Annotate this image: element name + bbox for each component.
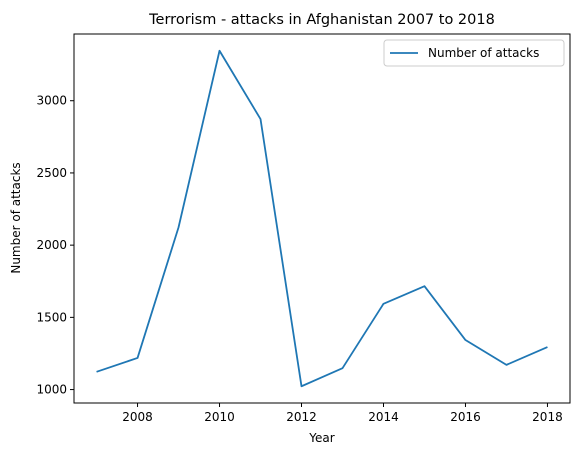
- x-tick-label: 2014: [368, 410, 399, 424]
- x-tick-label: 2016: [450, 410, 481, 424]
- y-axis-label: Number of attacks: [9, 162, 23, 273]
- legend-box: [383, 39, 565, 67]
- x-tick-label: 2012: [286, 410, 317, 424]
- x-tick-label: 2010: [204, 410, 235, 424]
- series-line-0: [96, 49, 548, 388]
- chart-title: Terrorism - attacks in Afghanistan 2007 …: [148, 12, 495, 28]
- x-axis-label: Year: [308, 431, 334, 445]
- axis-ticks: 2008 2010 2012 2014 2016 2018 1000 1500 2000 2500…: [36, 94, 562, 424]
- x-tick-label: 2018: [532, 410, 563, 424]
- y-tick-label: 1500: [36, 310, 67, 324]
- y-tick-label: 1000: [36, 383, 67, 397]
- legend-label: Number of attacks: [428, 46, 539, 60]
- plot-lines: [96, 49, 548, 388]
- y-tick-label: 2000: [36, 238, 67, 252]
- plot-frame: [73, 33, 571, 404]
- x-tick-label: 2008: [122, 410, 153, 424]
- legend: Number of attacks: [383, 39, 565, 67]
- y-tick-label: 3000: [36, 94, 67, 108]
- y-tick-label: 2500: [36, 166, 67, 180]
